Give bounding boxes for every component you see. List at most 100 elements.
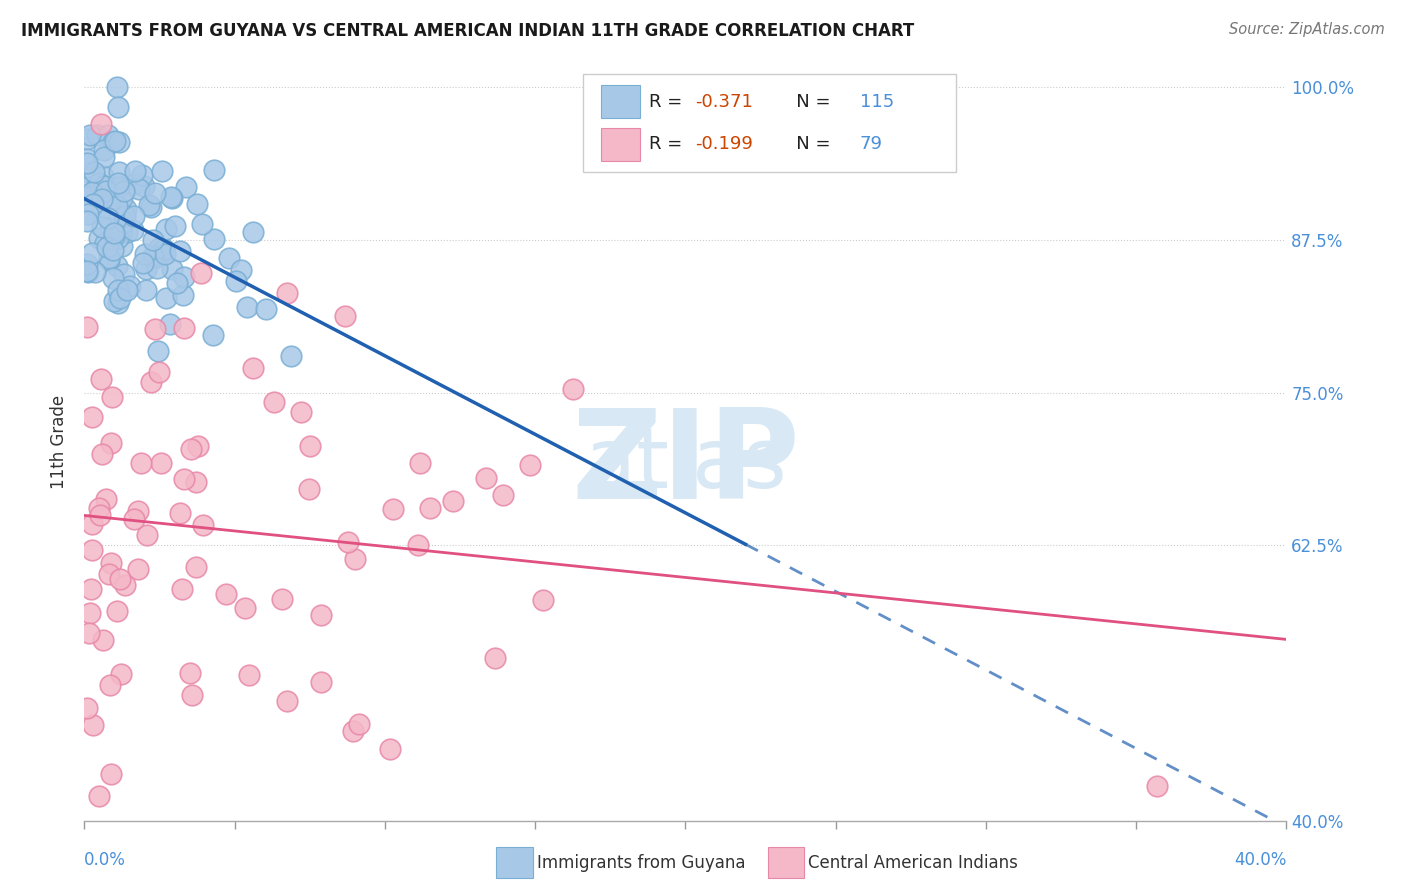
Point xyxy=(94,184,117,198)
Point xyxy=(79,128,101,142)
Text: IMMIGRANTS FROM GUYANA VS CENTRAL AMERICAN INDIAN 11TH GRADE CORRELATION CHART: IMMIGRANTS FROM GUYANA VS CENTRAL AMERIC… xyxy=(21,22,914,40)
Point xyxy=(105,199,128,213)
Point xyxy=(491,488,513,502)
Point xyxy=(1146,780,1168,794)
Point xyxy=(202,162,225,177)
Point xyxy=(225,274,247,288)
Point xyxy=(87,177,110,191)
Point xyxy=(97,211,120,225)
Point xyxy=(342,724,364,739)
Point xyxy=(143,186,166,200)
Point xyxy=(122,223,145,237)
Point xyxy=(127,504,149,518)
Point xyxy=(77,207,100,221)
Point xyxy=(87,231,110,245)
Point xyxy=(82,410,104,425)
Point xyxy=(80,189,103,203)
Point xyxy=(531,592,554,607)
Point xyxy=(76,155,98,169)
Point xyxy=(299,439,322,453)
Point xyxy=(112,215,135,229)
Point xyxy=(170,582,193,596)
Y-axis label: 11th Grade: 11th Grade xyxy=(51,394,69,489)
Point xyxy=(80,246,103,260)
Point xyxy=(263,395,285,409)
Point xyxy=(166,277,188,291)
Point xyxy=(103,294,125,309)
Point xyxy=(105,79,128,94)
Point xyxy=(90,117,112,131)
Point xyxy=(173,472,195,486)
Point xyxy=(163,219,186,234)
Point xyxy=(202,232,225,246)
Point xyxy=(298,482,321,496)
Point xyxy=(180,442,202,456)
Text: R =: R = xyxy=(650,93,689,111)
Point xyxy=(82,196,104,211)
Point xyxy=(159,317,181,331)
Point xyxy=(128,181,150,195)
Point xyxy=(138,198,160,212)
Point xyxy=(98,678,121,692)
Point xyxy=(238,668,260,682)
Point xyxy=(111,190,134,204)
Point xyxy=(347,717,370,731)
Point xyxy=(176,180,198,194)
Point xyxy=(276,286,298,301)
Point xyxy=(82,186,104,200)
Point xyxy=(98,251,121,265)
Point xyxy=(114,267,136,281)
Point xyxy=(93,144,115,158)
Point xyxy=(91,169,114,183)
Point xyxy=(141,200,163,214)
Point xyxy=(111,239,134,253)
Point xyxy=(160,191,183,205)
Point xyxy=(108,572,131,586)
Point xyxy=(172,288,194,302)
Point xyxy=(184,475,207,490)
Point xyxy=(77,626,100,640)
Point xyxy=(122,209,145,223)
Point xyxy=(242,225,264,239)
Point xyxy=(94,491,117,506)
Text: -0.371: -0.371 xyxy=(695,93,754,111)
Point xyxy=(148,365,170,379)
Point xyxy=(131,255,153,269)
Point xyxy=(80,582,103,596)
Point xyxy=(155,291,177,305)
Point xyxy=(112,184,135,198)
Point xyxy=(76,257,98,271)
Point xyxy=(76,320,98,334)
Point xyxy=(309,674,332,689)
Point xyxy=(276,694,298,708)
Point xyxy=(409,456,432,470)
Point xyxy=(108,135,131,149)
Point xyxy=(290,405,312,419)
Point xyxy=(441,493,464,508)
Point xyxy=(162,262,184,277)
Point xyxy=(146,260,169,275)
Point xyxy=(84,265,107,279)
Point xyxy=(100,557,122,571)
Point xyxy=(98,194,121,208)
Text: Source: ZipAtlas.com: Source: ZipAtlas.com xyxy=(1229,22,1385,37)
Point xyxy=(181,688,204,702)
Point xyxy=(77,265,100,279)
Point xyxy=(108,164,131,178)
Point xyxy=(173,270,195,285)
Point xyxy=(79,606,101,620)
Point xyxy=(89,508,111,523)
Point xyxy=(280,349,302,363)
Point xyxy=(148,241,170,255)
Point xyxy=(484,650,506,665)
Point xyxy=(143,322,166,336)
Point xyxy=(87,789,110,804)
Point xyxy=(562,382,585,396)
Point xyxy=(91,633,114,648)
Point xyxy=(142,249,165,263)
Point xyxy=(270,591,292,606)
Point xyxy=(159,189,181,203)
Point xyxy=(76,264,98,278)
Point xyxy=(86,179,108,194)
Point xyxy=(103,228,125,243)
